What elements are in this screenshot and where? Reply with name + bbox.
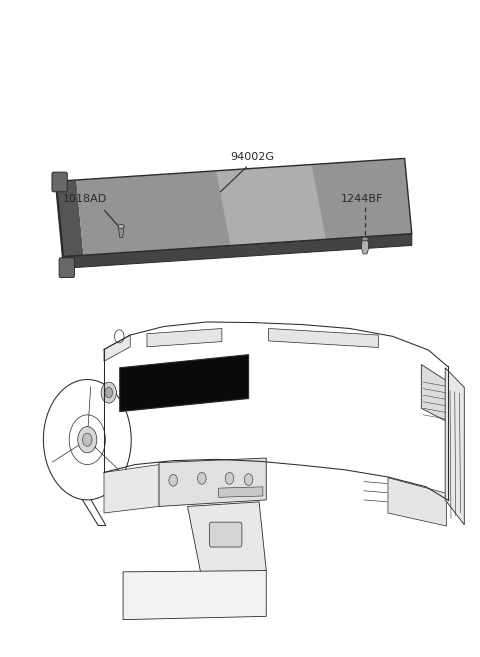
Polygon shape (76, 158, 412, 256)
Polygon shape (216, 164, 326, 246)
Circle shape (244, 474, 253, 486)
Circle shape (78, 426, 97, 453)
Text: 1244BF: 1244BF (340, 194, 383, 204)
Polygon shape (120, 355, 249, 411)
Polygon shape (421, 365, 446, 421)
Circle shape (169, 474, 178, 486)
Circle shape (105, 388, 113, 398)
Ellipse shape (362, 237, 368, 241)
FancyBboxPatch shape (52, 172, 67, 192)
Polygon shape (56, 180, 84, 256)
Polygon shape (362, 239, 368, 254)
Polygon shape (104, 335, 130, 361)
Circle shape (83, 433, 92, 446)
Polygon shape (56, 181, 63, 268)
Ellipse shape (118, 225, 124, 229)
Polygon shape (123, 570, 266, 620)
Polygon shape (218, 487, 263, 497)
Circle shape (198, 472, 206, 484)
FancyBboxPatch shape (59, 258, 74, 277)
Polygon shape (104, 464, 159, 513)
Circle shape (225, 472, 234, 484)
Polygon shape (159, 458, 266, 507)
Polygon shape (188, 502, 266, 578)
Polygon shape (269, 328, 378, 348)
Polygon shape (147, 328, 222, 347)
Text: 1018AD: 1018AD (63, 194, 107, 204)
FancyBboxPatch shape (209, 522, 242, 547)
Polygon shape (63, 234, 412, 268)
Polygon shape (388, 478, 446, 526)
Polygon shape (118, 227, 124, 238)
Polygon shape (445, 368, 464, 525)
Text: 94002G: 94002G (230, 152, 274, 162)
Circle shape (101, 382, 116, 403)
